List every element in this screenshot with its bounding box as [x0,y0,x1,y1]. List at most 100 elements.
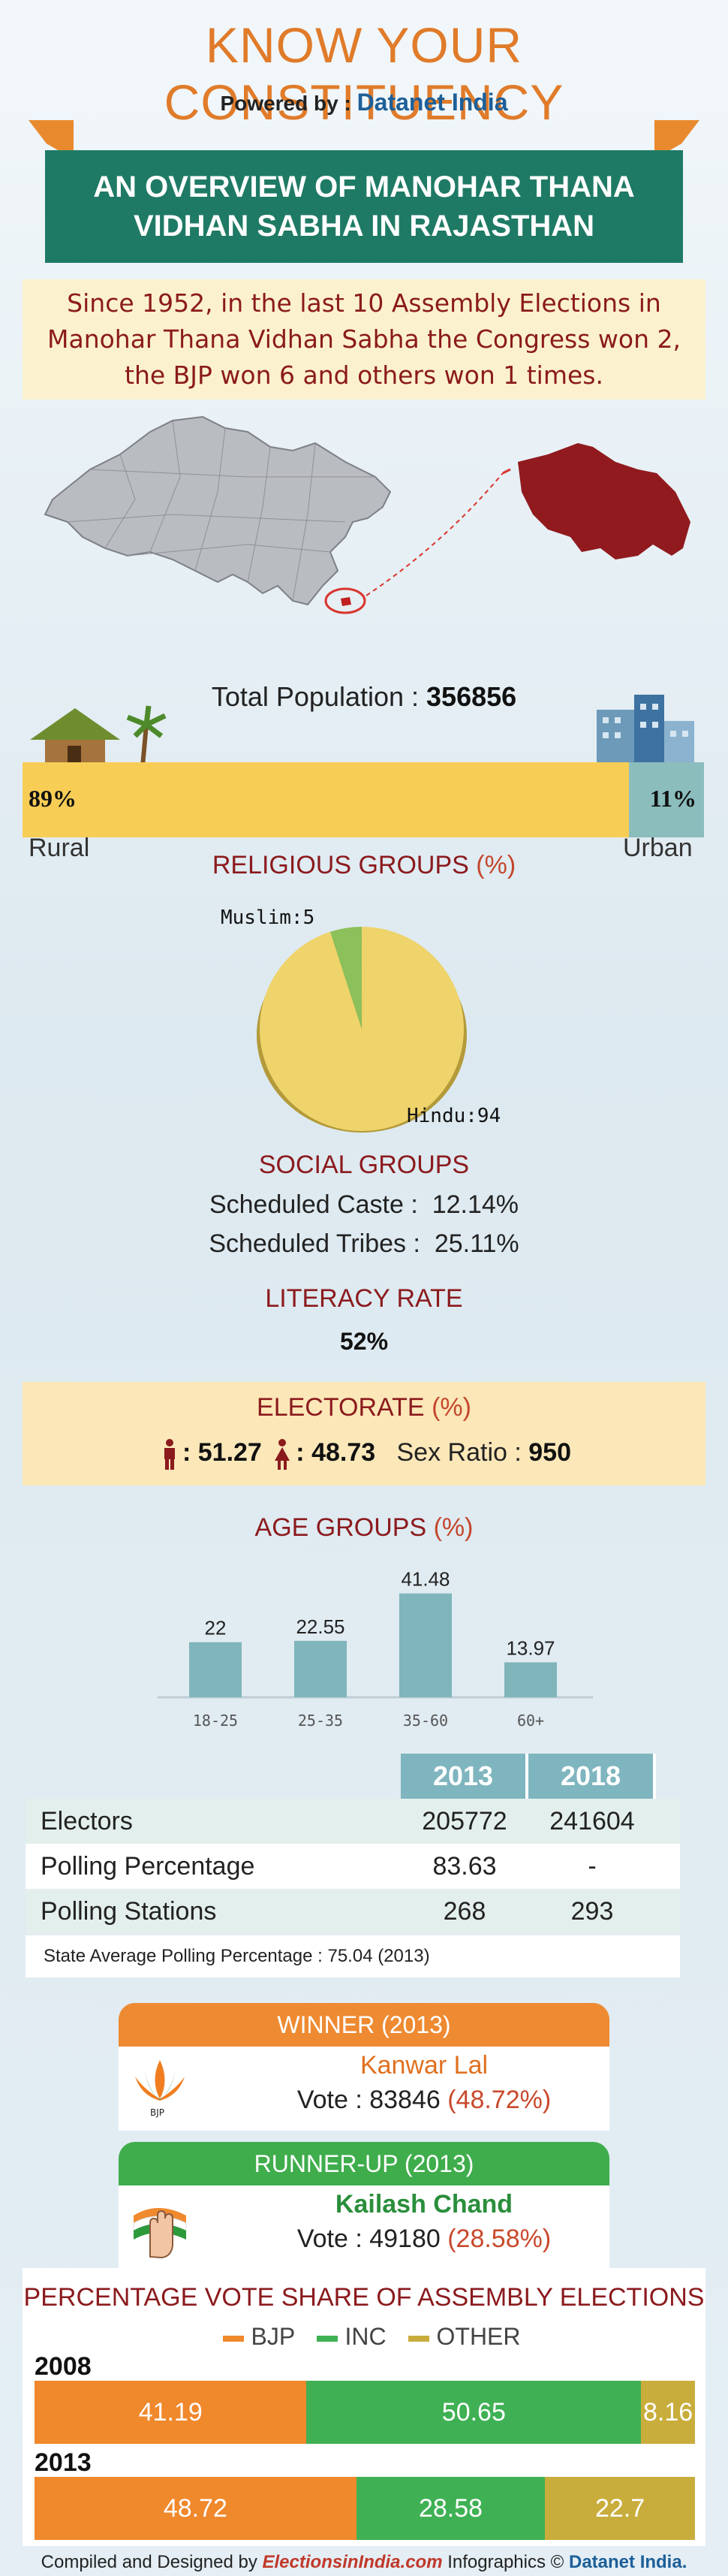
age-bar-value-label: 22 [205,1617,227,1639]
legend-swatch-inc [316,2335,338,2342]
election-summary: Since 1952, in the last 10 Assembly Elec… [23,279,705,400]
electorate-figures: : 51.27 : 48.73 Sex Ratio : 950 [0,1438,728,1470]
table-header-2018: 2018 [528,1754,656,1799]
electorate-panel [23,1382,705,1486]
pie-slice-other [362,927,369,1029]
literacy-rate-value: 52% [339,1328,389,1355]
age-category-label: 25-35 [298,1712,343,1730]
male-icon [164,1439,175,1470]
religion-pie-chart: Muslim:5 Hindu:94 [221,906,501,1133]
footer-brand-link[interactable]: Datanet India. [569,2552,687,2572]
footer-credits: Compiled and Designed by ElectionsinIndi… [0,2552,728,2573]
footer-infographics-label: Infographics © [447,2552,564,2572]
election-stats-table: 2013 2018 Electors 205772 241604 Polling… [26,1754,680,1934]
scheduled-tribes-label: Scheduled Tribes : [209,1229,420,1258]
rural-hut-icon [30,705,167,767]
table-header-row: 2013 2018 [26,1754,680,1799]
runner-up-vote: Vote : 49180 (28.58%) [239,2225,609,2254]
vote-share-segment-inc: 50.65 [306,2381,642,2444]
table-header-2013: 2013 [401,1754,528,1799]
age-category-label: 35-60 [403,1712,448,1730]
cell-2018: - [588,1851,597,1881]
vote-share-segment-inc: 28.58 [356,2477,546,2540]
vote-share-segment-other: 8.16 [641,2381,695,2444]
cell-2018: 241604 [549,1806,635,1835]
powered-by: Powered by : Datanet India [0,89,728,116]
vote-share-segment-other: 22.7 [545,2477,695,2540]
brand-name[interactable]: Datanet India [356,89,508,116]
scheduled-tribes-value: 25.11% [434,1229,519,1258]
age-bar-value-label: 13.97 [506,1636,555,1659]
row-label: Polling Percentage [41,1851,255,1881]
constituency-mark [341,597,351,606]
rural-share-bar [23,762,630,837]
sex-ratio-value: 950 [528,1438,571,1467]
scheduled-caste-row: Scheduled Caste : 12.14% [0,1190,728,1220]
runner-up-card: Kailash Chand Vote : 49180 (28.58%) [119,2185,609,2270]
male-percentage: : 51.27 [182,1438,262,1467]
population-split-bar: 89% 11% [23,762,704,837]
total-population: Total Population : 356856 [0,681,728,713]
cell-2013: 205772 [422,1806,507,1835]
hand-icon [128,2193,192,2261]
powered-by-label: Powered by : [220,92,351,115]
runner-up-name: Kailash Chand [335,2190,513,2219]
state-average-note: State Average Polling Percentage : 75.04… [26,1935,680,1977]
overview-banner: AN OVERVIEW OF MANOHAR THANA VIDHAN SABH… [45,150,683,263]
winner-year: (2013) [381,2011,451,2038]
zoom-pointer-line [366,472,504,596]
religious-groups-title: RELIGIOUS GROUPS (%) [0,851,728,880]
rural-label: Rural [29,834,90,862]
vote-share-legend: BJP INC OTHER [0,2323,728,2351]
cell-2013: 83.63 [432,1851,497,1881]
scheduled-caste-value: 12.14% [432,1190,519,1219]
table-row: Polling Stations 268 293 [26,1889,680,1934]
sex-ratio-label: Sex Ratio : [396,1438,522,1467]
social-groups-title: SOCIAL GROUPS [258,1151,470,1179]
winner-vote: Vote : 83846 (48.72%) [239,2086,609,2115]
age-groups-unit: (%) [433,1513,474,1542]
runner-up-year: (2013) [404,2150,474,2177]
urban-label: Urban [623,834,693,862]
winner-vote-percentage: (48.72%) [447,2086,552,2114]
runner-up-title: RUNNER-UP [254,2150,399,2177]
row-label: Electors [41,1806,133,1835]
legend-bjp: BJP [251,2323,295,2350]
winner-name: Kanwar Lal [359,2051,489,2080]
pie-slice-muslim [329,927,362,1029]
scheduled-caste-label: Scheduled Caste : [209,1190,418,1219]
state-map-outline [44,415,392,606]
constituency-zoom-shape [518,443,690,560]
cell-2013: 268 [443,1896,486,1926]
footer-site-link[interactable]: ElectionsinIndia.com [262,2552,443,2572]
electorate-heading: ELECTORATE [257,1393,425,1422]
footer-compiled-label: Compiled and Designed by [41,2552,257,2572]
rural-percentage: 89% [29,785,77,812]
legend-other: OTHER [436,2323,521,2350]
age-category-label: 18-25 [193,1712,238,1730]
electorate-title: ELECTORATE (%) [0,1393,728,1422]
legend-swatch-other [408,2335,429,2342]
table-row: Electors 205772 241604 [26,1799,680,1844]
age-bar-value-label: 41.48 [401,1568,450,1591]
winner-card: BJP Kanwar Lal Vote : 83846 (48.72%) [119,2047,609,2131]
urban-percentage: 11% [649,785,696,812]
vote-share-bar-2013: 48.72 28.58 22.7 [35,2477,695,2540]
female-percentage: : 48.73 [296,1438,376,1467]
runner-up-card-header: RUNNER-UP (2013) [119,2142,609,2185]
age-groups-heading: AGE GROUPS [254,1513,427,1542]
cell-2018: 293 [570,1896,614,1926]
vote-share-segment-bjp: 41.19 [35,2381,307,2444]
legend-swatch-bjp [222,2335,244,2342]
row-label: Polling Stations [41,1896,217,1926]
winner-title: WINNER [277,2011,375,2038]
age-category-label: 60+ [517,1712,544,1730]
age-groups-bar-chart: 22 18-25 22.55 25-35 41.48 35-60 13.97 60+ [158,1568,593,1730]
urban-share-bar [629,762,704,837]
vote-share-year-2013: 2013 [35,2448,92,2477]
vote-share-bar-2008: 41.19 50.65 8.16 [35,2381,695,2444]
age-bar-35-60 [399,1593,452,1697]
muslim-label: Muslim:5 [221,906,314,929]
religious-groups-unit: (%) [476,851,516,879]
female-icon [275,1439,290,1470]
